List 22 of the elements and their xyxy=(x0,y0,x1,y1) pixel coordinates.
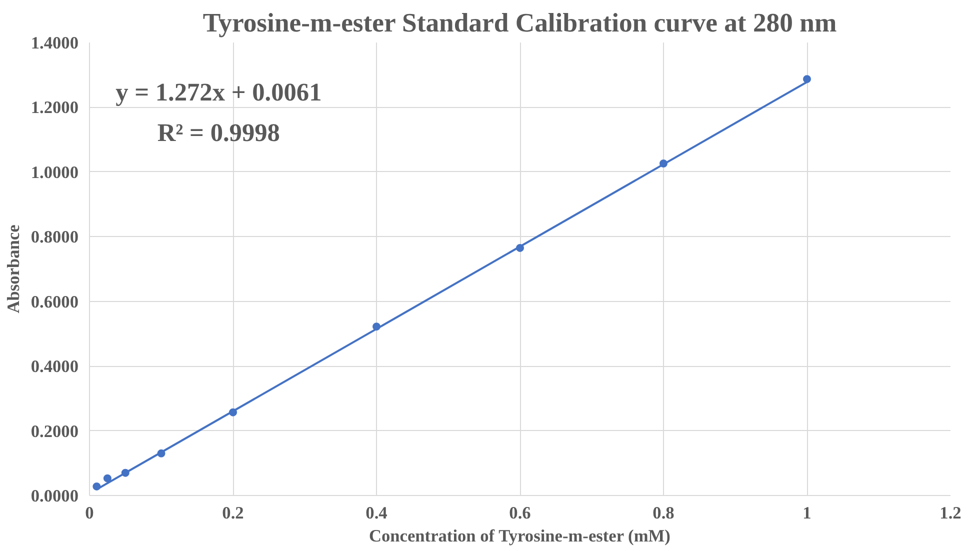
x-tick-label: 0.2 xyxy=(222,504,244,522)
annotation: R² = 0.9998 xyxy=(157,119,280,148)
x-tick-label: 0.6 xyxy=(509,504,532,522)
y-tick-label: 1.4000 xyxy=(30,34,79,52)
x-tick-label: 0.4 xyxy=(366,504,388,522)
y-tick-label: 0.8000 xyxy=(30,228,79,247)
point xyxy=(103,474,112,482)
x-tick-label: 1.2 xyxy=(940,504,962,522)
y-tick-label: 0.0000 xyxy=(30,486,79,506)
y-tick-label: 0.6000 xyxy=(30,292,79,312)
x-axis-title: Concentration of Tyrosine-m-ester (mM) xyxy=(368,526,671,546)
y-tick-label: 0.4000 xyxy=(30,357,79,376)
x-tick-label: 0.8 xyxy=(652,504,675,522)
x-tick-label: 1 xyxy=(802,504,812,522)
point xyxy=(803,75,811,84)
y-tick-label: 1.2000 xyxy=(30,98,79,118)
x-tick-label: 0 xyxy=(85,504,94,522)
y-tick-label: 1.0000 xyxy=(30,162,79,182)
y-tick-label: 0.2000 xyxy=(30,422,79,441)
y-axis-title: Absorbance xyxy=(4,224,23,314)
chart-title: Tyrosine-m-ester Standard Calibration curve at 280 nm xyxy=(202,8,837,38)
annotation: y = 1.272x + 0.0061 xyxy=(116,78,322,106)
